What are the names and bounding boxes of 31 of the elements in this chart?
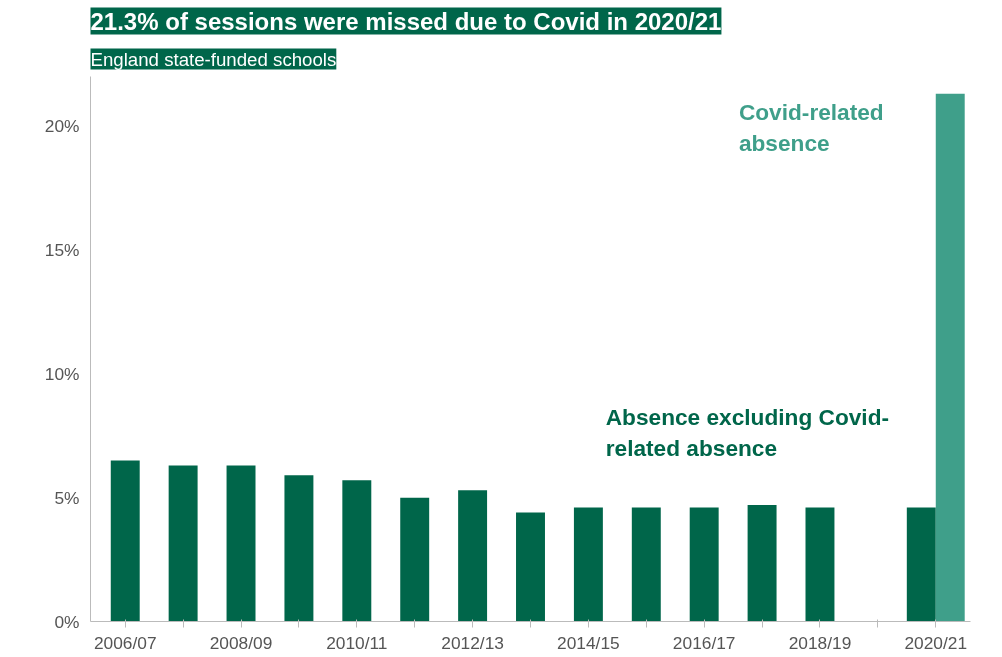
x-tick-label: 2008/09	[209, 632, 273, 653]
bar	[573, 507, 603, 622]
y-tick-label: 10%	[44, 363, 80, 384]
x-tick-label: 2014/15	[557, 632, 620, 653]
bar	[226, 465, 256, 622]
y-tick-label: 20%	[44, 116, 80, 137]
bar	[805, 507, 835, 622]
text: Absence excluding Covid-related absence	[605, 404, 890, 462]
x-tick-label: 2018/19	[788, 632, 852, 653]
x-tick-label: 2016/17	[672, 632, 736, 653]
bar	[516, 512, 545, 622]
y-tick-label: 15%	[44, 239, 80, 260]
bar	[935, 93, 965, 622]
bar	[110, 460, 140, 622]
text: Covid-related absence	[738, 99, 884, 157]
x-tick-label: 2006/07	[93, 632, 157, 653]
bar	[458, 490, 488, 622]
bar	[689, 507, 719, 622]
y-tick-label: 0%	[54, 611, 80, 632]
chart-subtitle: England state-funded schools	[90, 48, 337, 70]
x-tick-label: 2020/21	[904, 632, 968, 653]
y-tick-label: 5%	[54, 487, 80, 508]
x-tick-label: 2010/11	[326, 632, 388, 653]
bar	[342, 480, 372, 622]
x-tick-label: 2012/13	[441, 632, 504, 653]
chart-title: 21.3% of sessions were missed due to Covid in 2020/21	[90, 7, 722, 35]
bar	[284, 475, 314, 622]
bar	[631, 507, 661, 622]
bar	[168, 465, 198, 622]
bar	[400, 497, 430, 622]
bar	[747, 505, 777, 622]
